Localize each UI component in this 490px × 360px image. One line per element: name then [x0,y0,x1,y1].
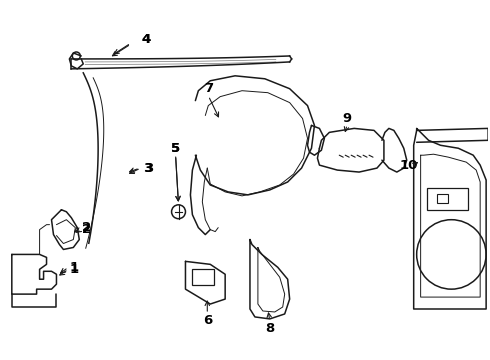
Text: 6: 6 [203,314,212,327]
Bar [193,269,214,285]
Bar [437,194,448,203]
Text: 10: 10 [399,159,418,172]
Text: 5: 5 [171,142,180,155]
Text: 3: 3 [143,162,152,175]
Text: 2: 2 [82,223,91,236]
Text: 1: 1 [70,261,79,274]
Text: 4: 4 [141,33,150,46]
Text: 4: 4 [141,33,150,46]
Text: 9: 9 [343,112,352,125]
Text: 1: 1 [70,263,79,276]
Text: 2: 2 [82,221,91,234]
Text: 8: 8 [265,322,274,336]
Text: 7: 7 [204,82,213,95]
Bar [427,188,468,210]
Text: 5: 5 [171,142,180,155]
Text: 3: 3 [144,162,153,175]
